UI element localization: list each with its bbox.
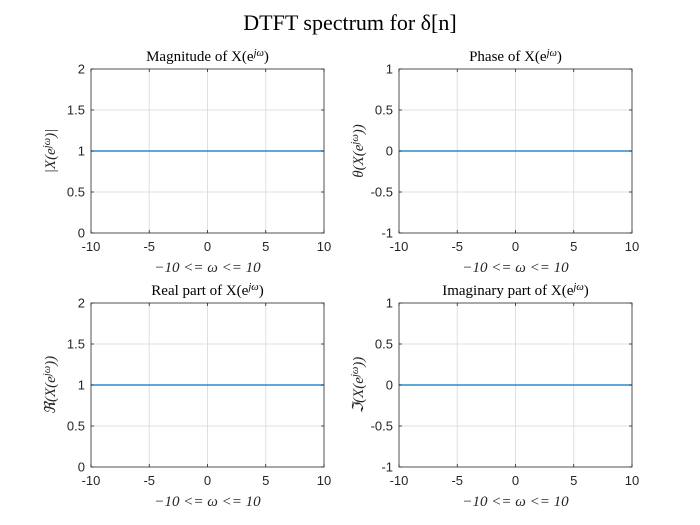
y-axis-label: ℜ(X(ejω)): [42, 356, 60, 414]
y-tick-label: 2: [78, 62, 85, 77]
y-tick-label: 0.5: [67, 185, 85, 200]
y-tick-label: 0.5: [375, 103, 393, 118]
x-tick-label: 10: [625, 473, 639, 488]
y-tick-label: 1.5: [67, 337, 85, 352]
y-tick-label: 0: [386, 144, 393, 159]
y-axis-label: θ(X(ejω)): [350, 124, 368, 178]
x-tick-label: -5: [143, 473, 155, 488]
x-tick-label: -5: [451, 473, 463, 488]
subplot-2: -10 -5 0 5 10 -1 -0.5 0 0.5 1 Phase of X(ejω) −10 <…: [350, 48, 640, 277]
x-tick-label: -10: [390, 239, 409, 254]
x-tick-label: 0: [512, 239, 519, 254]
y-tick-label: -1: [381, 226, 393, 241]
x-axis-label: −10 <= ω <= 10: [154, 260, 261, 276]
y-tick-label: 1: [78, 144, 85, 159]
y-tick-label: 1.5: [67, 103, 85, 118]
y-tick-label: 2: [78, 296, 85, 311]
subplot-title: Phase of X(ejω): [469, 48, 562, 66]
x-tick-label: 5: [262, 473, 269, 488]
x-axis-label: −10 <= ω <= 10: [462, 260, 569, 276]
y-tick-label: 1: [78, 378, 85, 393]
subplot-4: -10 -5 0 5 10 -1 -0.5 0 0.5 1 Imaginary part of X(…: [350, 282, 640, 511]
y-tick-label: -0.5: [371, 185, 393, 200]
y-tick-label: 0: [78, 226, 85, 241]
x-tick-label: -5: [143, 239, 155, 254]
x-tick-label: -5: [451, 239, 463, 254]
subplot-title: Magnitude of X(ejω): [146, 48, 269, 66]
y-tick-label: 0: [78, 460, 85, 475]
x-tick-label: -10: [82, 473, 101, 488]
y-tick-label: 0.5: [375, 337, 393, 352]
x-tick-label: 0: [204, 473, 211, 488]
x-tick-label: -10: [82, 239, 101, 254]
x-tick-label: 0: [204, 239, 211, 254]
x-axis-label: −10 <= ω <= 10: [154, 494, 261, 510]
y-axis-label: ℑ(X(ejω)): [350, 357, 368, 414]
subplot-1: -10 -5 0 5 10 0 0.5 1 1.5 2 Magnitude of X(ejω) −10…: [42, 48, 332, 277]
subplot-title: Imaginary part of X(ejω): [442, 282, 589, 300]
x-axis-label: −10 <= ω <= 10: [462, 494, 569, 510]
y-axis-label: |X(ejω)|: [42, 129, 60, 173]
subplot-title: Real part of X(ejω): [151, 282, 263, 300]
subplot-3: -10 -5 0 5 10 0 0.5 1 1.5 2 Real part of X(ejω) −10…: [42, 282, 332, 511]
figure-suptitle: DTFT spectrum for δ[n]: [243, 10, 456, 35]
x-tick-label: 10: [317, 239, 331, 254]
y-tick-label: -0.5: [371, 419, 393, 434]
x-tick-label: 0: [512, 473, 519, 488]
x-tick-label: 10: [317, 473, 331, 488]
x-tick-label: -10: [390, 473, 409, 488]
x-tick-label: 10: [625, 239, 639, 254]
y-tick-label: -1: [381, 460, 393, 475]
y-tick-label: 0: [386, 378, 393, 393]
x-tick-label: 5: [262, 239, 269, 254]
x-tick-label: 5: [570, 239, 577, 254]
y-tick-label: 1: [386, 62, 393, 77]
x-tick-label: 5: [570, 473, 577, 488]
y-tick-label: 1: [386, 296, 393, 311]
y-tick-label: 0.5: [67, 419, 85, 434]
